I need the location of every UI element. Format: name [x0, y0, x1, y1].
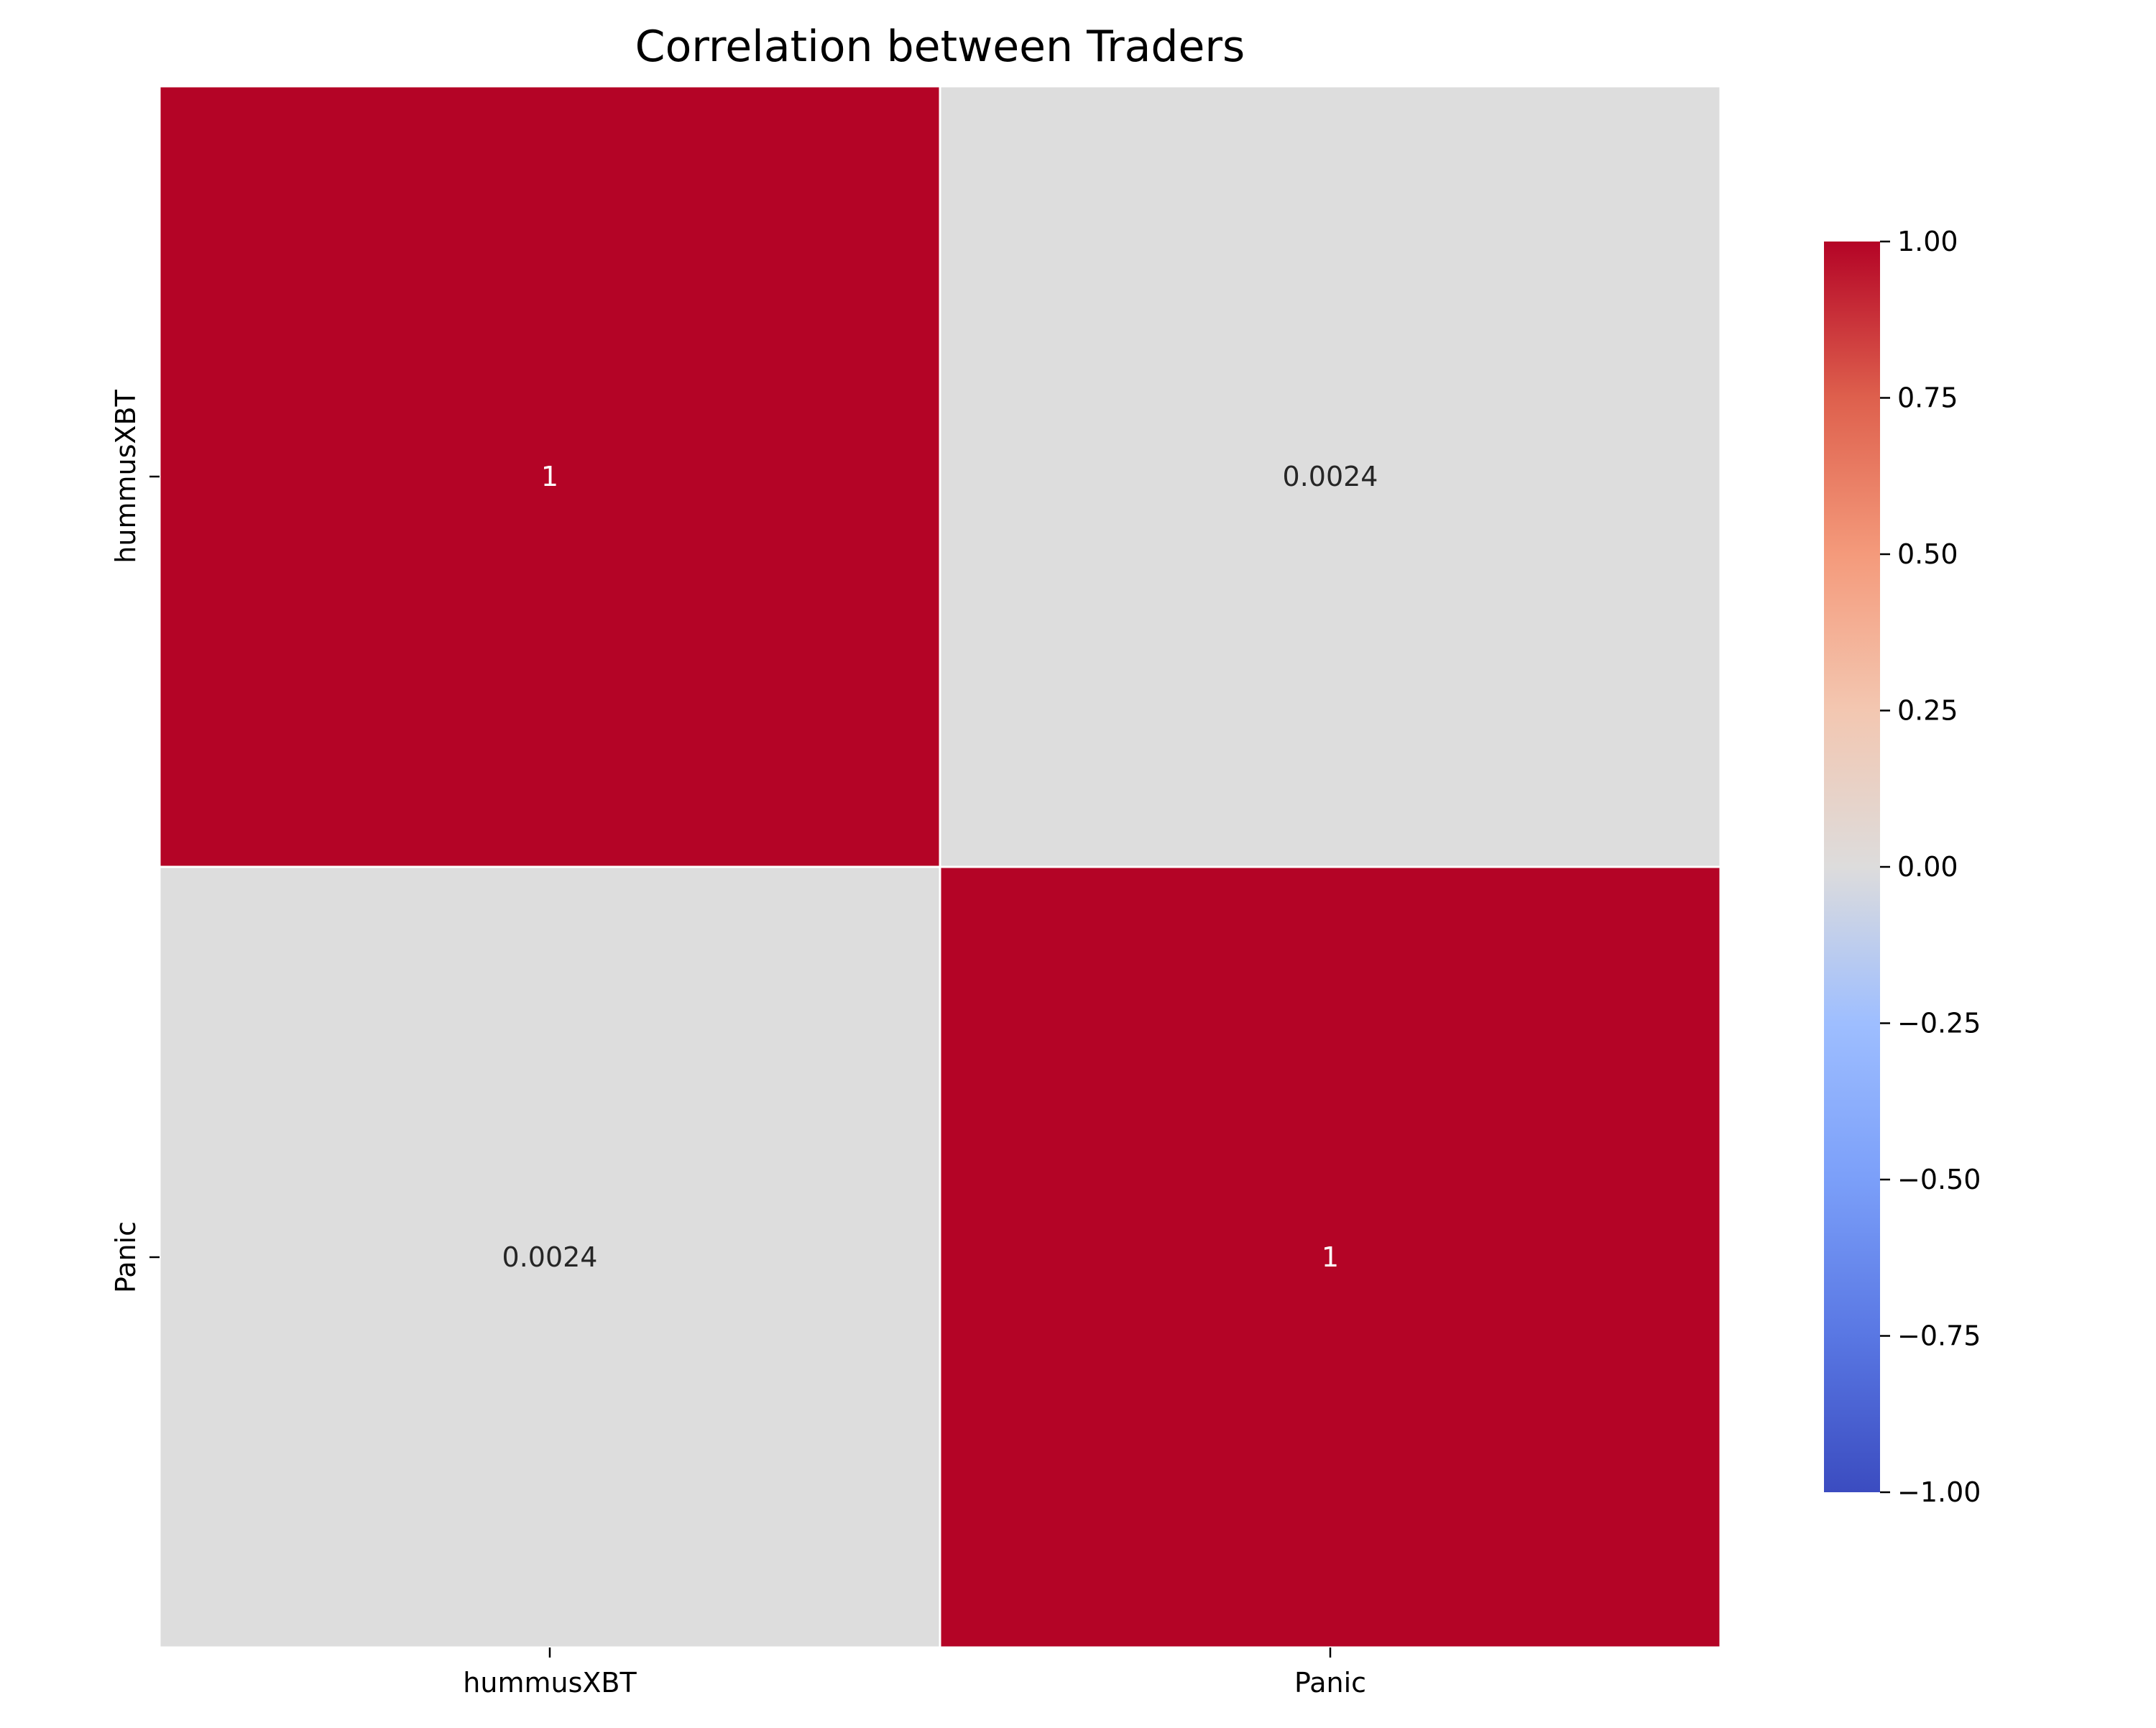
cell-value-label: 1	[541, 461, 558, 492]
y-tick-label: Panic	[110, 1221, 142, 1293]
colorbar-tick-label: −0.25	[1897, 1008, 1981, 1039]
cell-value-label: 1	[1322, 1241, 1339, 1273]
x-axis: hummusXBT Panic	[463, 1647, 1366, 1699]
colorbar-tick-label: 0.50	[1897, 538, 1958, 570]
heatmap-annotations: 1 0.0024 0.0024 1	[502, 461, 1378, 1273]
colorbar-tick-label: 0.25	[1897, 695, 1958, 727]
colorbar: 1.00 0.75 0.50 0.25 0.00 −0.25 −0.50 −0.75 −1.00	[1824, 226, 1981, 1508]
colorbar-tick-label: 0.00	[1897, 851, 1958, 883]
colorbar-tick-label: −1.00	[1897, 1476, 1981, 1508]
y-tick-label: hummusXBT	[110, 390, 142, 564]
cell-value-label: 0.0024	[502, 1241, 598, 1273]
y-axis: hummusXBT Panic	[110, 390, 160, 1293]
colorbar-tick-label: −0.50	[1897, 1164, 1981, 1195]
x-tick-label: Panic	[1294, 1667, 1366, 1699]
colorbar-tick-label: 0.75	[1897, 382, 1958, 414]
heatmap-cell	[939, 865, 1722, 1649]
heatmap-cell	[158, 85, 941, 868]
heatmap-cells	[158, 85, 1722, 1649]
cell-value-label: 0.0024	[1283, 461, 1378, 492]
heatmap-cell	[939, 85, 1722, 868]
heatmap-cell	[158, 865, 941, 1649]
colorbar-tick-label: 1.00	[1897, 226, 1958, 257]
colorbar-tick-label: −0.75	[1897, 1320, 1981, 1352]
colorbar-gradient	[1824, 242, 1880, 1492]
x-tick-label: hummusXBT	[463, 1667, 637, 1699]
chart-title: Correlation between Traders	[635, 22, 1245, 72]
